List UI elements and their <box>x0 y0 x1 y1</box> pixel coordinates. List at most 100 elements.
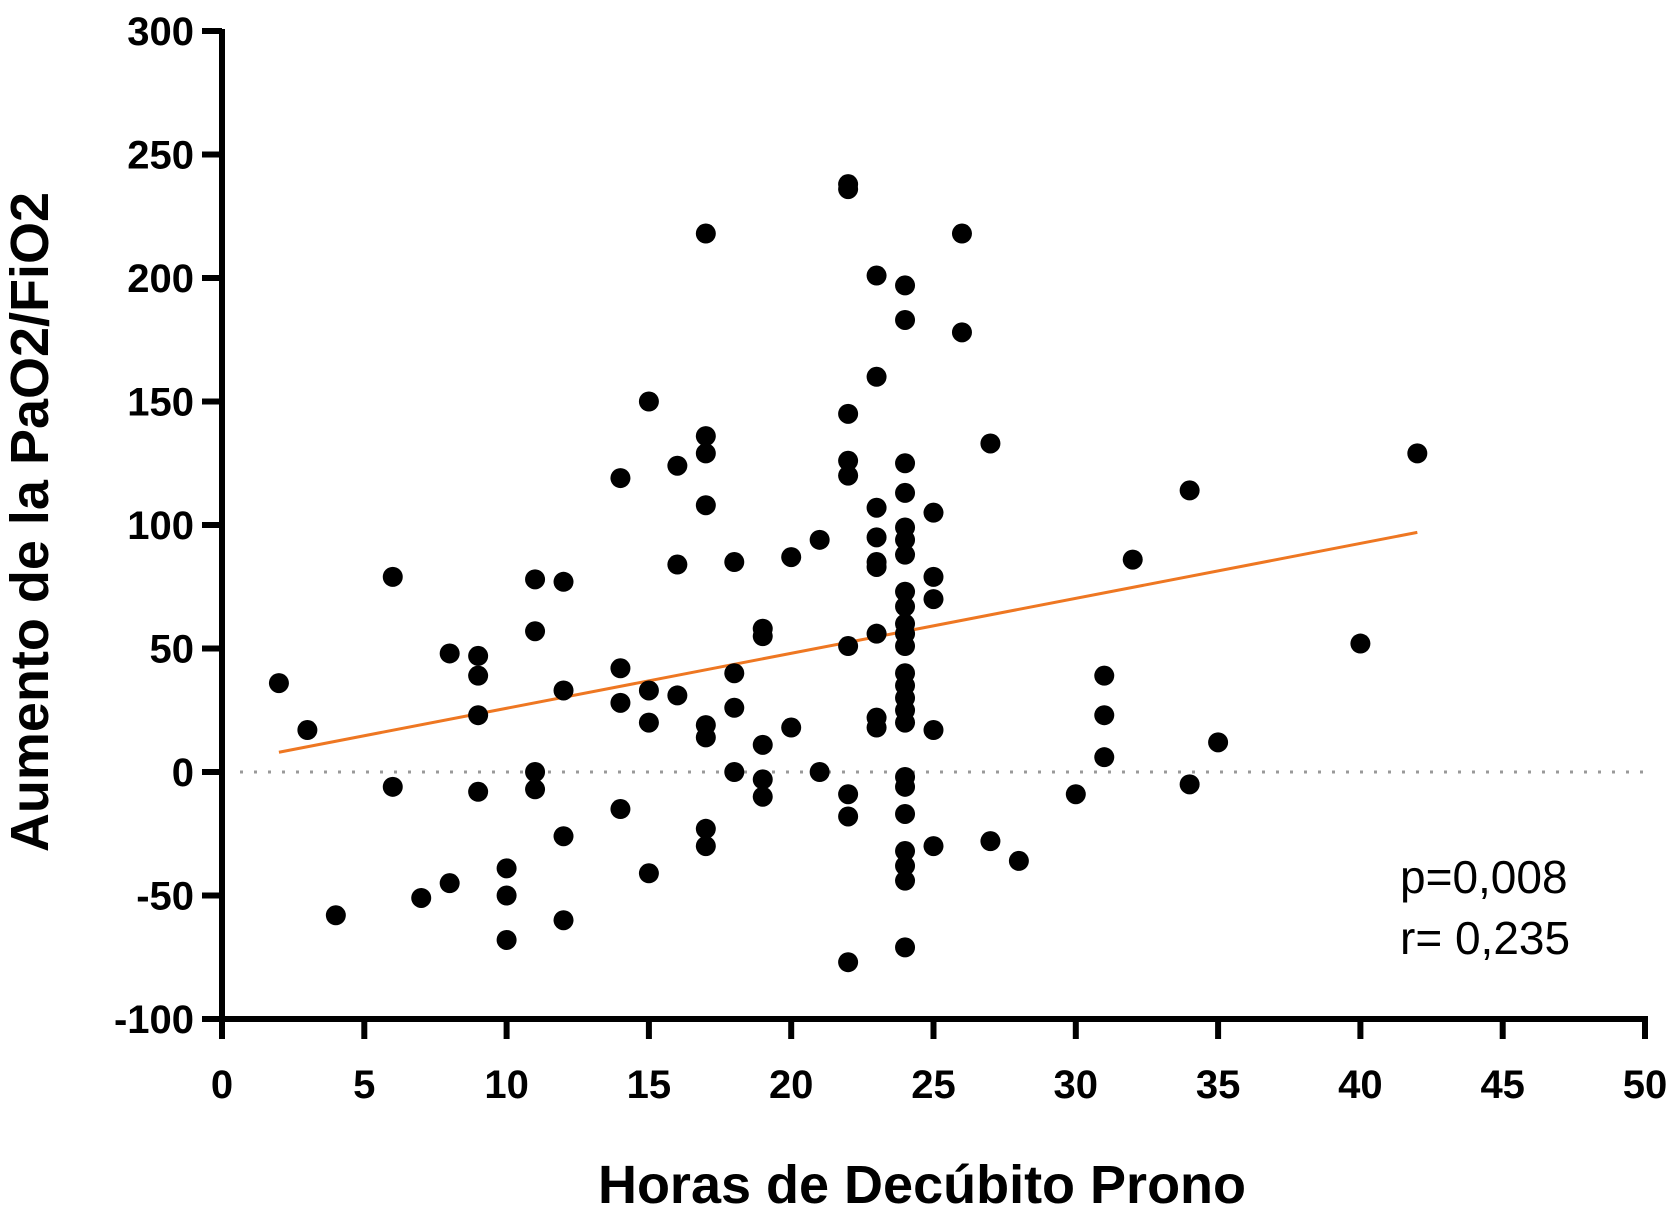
data-point <box>268 673 289 694</box>
data-point <box>895 855 916 876</box>
data-point <box>382 566 403 587</box>
data-point <box>638 391 659 412</box>
r-value-annotation: r= 0,235 <box>1400 912 1570 964</box>
data-point <box>667 685 688 706</box>
data-point <box>781 547 802 568</box>
data-points <box>268 174 1428 973</box>
data-point <box>1122 549 1143 570</box>
data-point <box>895 841 916 862</box>
data-point <box>553 571 574 592</box>
y-tick-label: 150 <box>127 381 194 425</box>
axes <box>202 28 1648 1039</box>
data-point <box>525 762 546 782</box>
data-point <box>866 556 887 577</box>
data-point <box>724 697 745 718</box>
data-point <box>724 762 745 782</box>
data-point <box>895 275 916 296</box>
data-point <box>724 552 745 573</box>
data-point <box>838 450 859 471</box>
data-point <box>895 581 916 602</box>
data-point <box>1094 747 1115 768</box>
data-point <box>895 803 916 824</box>
x-tick-label: 5 <box>353 1063 375 1107</box>
data-point <box>1350 633 1371 654</box>
x-tick-label: 35 <box>1196 1063 1241 1107</box>
y-tick-label: 100 <box>127 504 194 548</box>
data-point <box>895 870 916 891</box>
data-point <box>895 636 916 657</box>
data-point <box>923 502 944 523</box>
y-tick-label: 50 <box>150 628 195 672</box>
y-tick-label: 250 <box>127 134 194 178</box>
data-point <box>951 322 972 343</box>
x-tick-label: 50 <box>1623 1063 1668 1107</box>
y-tick-label: -50 <box>136 875 194 919</box>
data-point <box>1179 774 1200 795</box>
data-point <box>496 885 517 906</box>
y-tick-label: 200 <box>127 257 194 301</box>
data-point <box>895 937 916 958</box>
data-point <box>1208 732 1229 753</box>
data-point <box>439 643 460 664</box>
data-point <box>638 712 659 733</box>
data-point <box>866 366 887 387</box>
p-value-annotation: p=0,008 <box>1400 851 1568 903</box>
y-tick-label: -100 <box>114 998 194 1042</box>
x-tick-label: 0 <box>211 1063 233 1107</box>
data-point <box>809 762 830 782</box>
data-point <box>439 873 460 894</box>
data-point <box>525 621 546 642</box>
data-point <box>838 403 859 424</box>
data-point <box>980 433 1001 454</box>
data-point <box>325 905 346 926</box>
x-tick-label: 25 <box>911 1063 956 1107</box>
data-point <box>1008 850 1029 871</box>
data-point <box>496 929 517 950</box>
data-point <box>297 720 318 741</box>
data-point <box>923 589 944 610</box>
data-point <box>838 952 859 973</box>
data-point <box>667 554 688 575</box>
tick-labels: -100 -50 0 50 100 150 200 250 300 0 5 10 15 20 25 30 35 4… <box>114 10 1667 1107</box>
x-axis-title: Horas de Decúbito Prono <box>598 1155 1246 1215</box>
data-point <box>951 223 972 244</box>
data-point <box>610 468 631 489</box>
data-point <box>1094 665 1115 686</box>
data-point <box>638 680 659 701</box>
data-point <box>866 497 887 518</box>
data-point <box>1179 480 1200 501</box>
data-point <box>923 566 944 587</box>
data-point <box>496 858 517 879</box>
data-point <box>838 179 859 200</box>
data-point <box>695 818 716 839</box>
data-point <box>895 482 916 503</box>
data-point <box>1065 784 1086 805</box>
data-point <box>752 786 773 807</box>
data-point <box>781 717 802 738</box>
data-point <box>411 887 432 908</box>
x-tick-label: 45 <box>1480 1063 1525 1107</box>
data-point <box>468 645 489 666</box>
data-point <box>923 836 944 857</box>
data-point <box>895 453 916 474</box>
data-point <box>838 465 859 486</box>
data-point <box>695 727 716 748</box>
data-point <box>610 658 631 679</box>
data-point <box>610 692 631 713</box>
data-point <box>809 529 830 550</box>
data-point <box>752 626 773 647</box>
data-point <box>866 717 887 738</box>
data-point <box>695 836 716 857</box>
data-point <box>752 734 773 755</box>
data-point <box>667 455 688 476</box>
data-point <box>553 826 574 847</box>
data-point <box>468 665 489 686</box>
data-point <box>525 569 546 590</box>
data-point <box>468 781 489 802</box>
data-point <box>553 910 574 931</box>
data-point <box>468 705 489 726</box>
data-point <box>695 495 716 516</box>
x-tick-label: 15 <box>627 1063 672 1107</box>
data-point <box>695 426 716 447</box>
